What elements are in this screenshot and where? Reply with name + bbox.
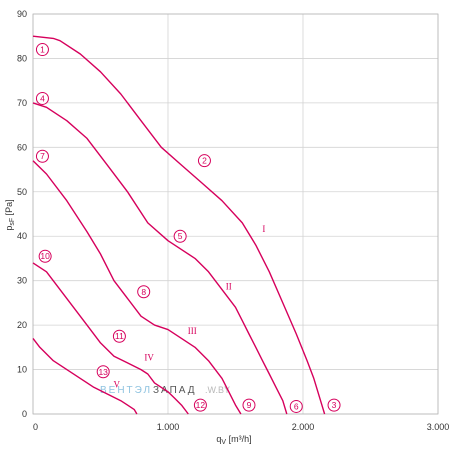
marker-circle	[38, 249, 52, 263]
x-tick-label: 2.000	[292, 422, 315, 432]
grid	[32, 13, 439, 415]
marker-10: 10	[38, 249, 52, 263]
marker-13: 13	[96, 365, 110, 379]
curve-label-II: II	[226, 282, 232, 292]
watermark-text: ВЕНТЭЛ	[100, 385, 152, 396]
marker-label: 2	[202, 156, 207, 166]
series-line-I	[32, 35, 326, 415]
marker-8: 8	[137, 285, 151, 299]
curve-label-I: I	[262, 224, 265, 234]
watermark-text: .W.BY	[205, 385, 230, 395]
marker-label: 6	[294, 401, 299, 411]
marker-6: 6	[289, 399, 303, 413]
curve-label-IV: IV	[144, 353, 154, 363]
marker-label: 10	[40, 251, 50, 261]
marker-label: 8	[141, 287, 146, 297]
marker-9: 9	[242, 398, 256, 412]
marker-1: 1	[35, 43, 49, 57]
marker-label: 13	[98, 367, 108, 377]
performance-curves	[32, 35, 326, 415]
curve-label-III: III	[188, 326, 197, 336]
marker-circle	[35, 43, 49, 57]
marker-circle	[137, 285, 151, 299]
plot-frame	[32, 13, 439, 415]
x-tick-label: 1.000	[157, 422, 180, 432]
y-tick-label: 60	[17, 142, 27, 152]
series-line-III	[32, 160, 242, 415]
marker-circle	[197, 154, 211, 168]
y-tick-label: 30	[17, 276, 27, 286]
marker-5: 5	[173, 229, 187, 243]
marker-label: 4	[40, 93, 45, 103]
marker-circle	[193, 398, 207, 412]
marker-circle	[173, 229, 187, 243]
x-tick-label: 0	[33, 422, 38, 432]
y-tick-label: 50	[17, 187, 27, 197]
y-tick-labels: 0 10 20 30 40 50 60 70 80 90	[17, 9, 27, 419]
y-tick-label: 0	[22, 409, 27, 419]
marker-circle	[96, 365, 110, 379]
marker-3: 3	[327, 398, 341, 412]
curve-label-V: V	[113, 379, 120, 389]
watermark: ВЕНТЭЛ ЗАПАД .W.BY	[100, 385, 230, 396]
marker-circle	[35, 91, 49, 105]
marker-label: 3	[332, 400, 337, 410]
marker-circle	[289, 399, 303, 413]
y-tick-label: 20	[17, 320, 27, 330]
y-tick-label: 80	[17, 53, 27, 63]
y-tick-label: 90	[17, 9, 27, 19]
marker-4: 4	[35, 91, 49, 105]
series-line-V	[32, 337, 138, 415]
y-tick-label: 10	[17, 365, 27, 375]
y-tick-label: 40	[17, 231, 27, 241]
marker-circle	[35, 149, 49, 163]
marker-label: 9	[247, 400, 252, 410]
marker-label: 11	[115, 331, 124, 341]
watermark-text: ЗАПАД	[153, 385, 197, 396]
x-tick-label: 3.000	[427, 422, 450, 432]
x-tick-labels: 0 1.000 2.000 3.000	[33, 422, 449, 432]
marker-label: 5	[178, 231, 183, 241]
marker-label: 1	[40, 45, 45, 55]
marker-11: 11	[112, 329, 126, 343]
series-line-II	[32, 102, 288, 415]
marker-circle	[112, 329, 126, 343]
marker-circle	[242, 398, 256, 412]
marker-7: 7	[35, 149, 49, 163]
series-line-IV	[32, 262, 189, 415]
y-axis-label: psF [Pa]	[4, 199, 16, 230]
marker-2: 2	[197, 154, 211, 168]
marker-circle	[327, 398, 341, 412]
x-axis-label: qV [m³/h]	[216, 434, 251, 446]
marker-label: 7	[40, 151, 45, 161]
marker-label: 12	[196, 400, 206, 410]
y-tick-label: 70	[17, 98, 27, 108]
marker-12: 12	[193, 398, 207, 412]
